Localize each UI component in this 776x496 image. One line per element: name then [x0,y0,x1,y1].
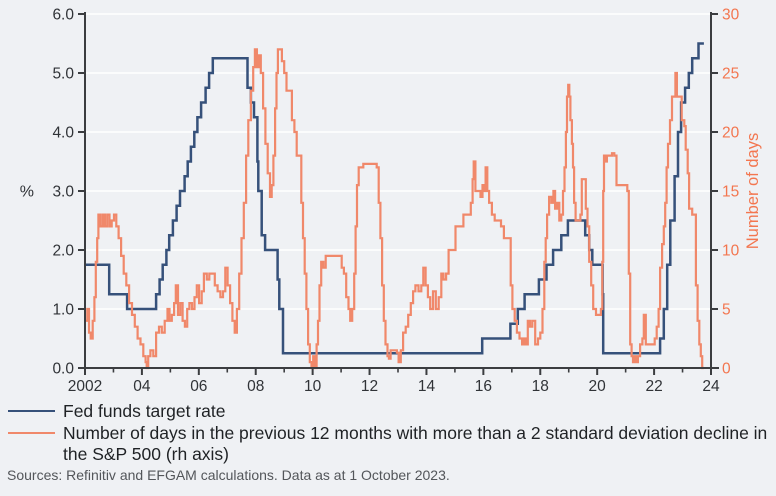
x-axis-tick-label: 16 [475,378,492,395]
legend-item-sp500-days: Number of days in the previous 12 months… [8,423,774,465]
right-axis-tick-label: 25 [722,66,739,83]
legend-label-sp500-days: Number of days in the previous 12 months… [63,423,768,464]
x-axis-tick-label: 18 [532,378,549,395]
x-axis-tick-label: 08 [247,378,264,395]
left-axis-tick-label: 5.0 [52,66,74,83]
left-axis-tick-label: 2.0 [52,243,74,260]
x-axis-tick-label: 2002 [68,378,102,395]
x-axis-tick-label: 14 [418,378,436,395]
legend-item-fed-funds-rate: Fed funds target rate [8,401,774,422]
right-axis-tick-label: 30 [722,7,740,24]
right-axis-tick-label: 15 [722,184,739,201]
sp500-days-line-swatch [8,432,55,434]
left-axis-tick-label: 3.0 [52,184,74,201]
left-axis-tick-label: 0.0 [52,361,74,378]
right-axis-tick-label: 20 [722,125,740,142]
axes: 0.0 1.0 2.0 3.0 4.0 5.0 6.0% 0 5 10 15 20 25 30 Number… [20,7,762,396]
gridlines [85,13,711,310]
right-axis-tick-label: 10 [722,243,740,260]
x-axis-tick-label: 10 [304,378,322,395]
left-axis-tick-label: 6.0 [52,7,74,24]
legend-label-fed-funds-rate: Fed funds target rate [63,401,226,421]
legend: Fed funds target rate Number of days in … [8,401,774,466]
sp500-decline-days-line [85,48,704,370]
chart-svg: 0.0 1.0 2.0 3.0 4.0 5.0 6.0% 0 5 10 15 20 25 30 Number… [20,7,762,396]
source-note: Sources: Refinitiv and EFGAM calculation… [7,467,450,483]
x-axis-tick-label: 06 [190,378,207,395]
left-axis-title: % [20,184,34,201]
chart-canvas: 0.0 1.0 2.0 3.0 4.0 5.0 6.0% 0 5 10 15 20 25 30 Number… [20,7,762,396]
x-axis-tick-label: 24 [702,378,720,395]
left-axis-tick-label: 4.0 [52,125,74,142]
series [85,42,704,370]
x-axis-tick-label: 04 [133,378,151,395]
x-axis-tick-label: 22 [645,378,662,395]
fed-funds-rate-line [85,42,704,355]
right-axis-title: Number of days [744,133,762,249]
right-axis-tick-label: 5 [722,302,731,319]
fed-funds-line-swatch [8,410,55,412]
right-axis-tick-label: 0 [722,361,731,378]
left-axis-tick-label: 1.0 [52,302,74,319]
x-axis-tick-label: 12 [361,378,378,395]
x-axis-tick-label: 20 [589,378,607,395]
